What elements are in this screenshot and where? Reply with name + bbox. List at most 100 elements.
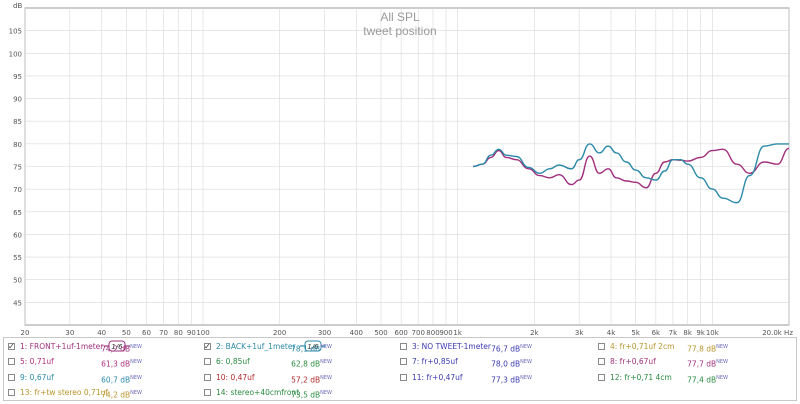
x-tick-label: 4k <box>607 329 616 337</box>
legend-label: 12: fr+0,71 4cm <box>610 373 672 382</box>
smoothing-badge[interactable]: 1/6 <box>299 340 327 353</box>
value-superscript: NEW <box>716 344 728 350</box>
x-tick-label: 6k <box>652 329 661 337</box>
legend-item[interactable]: 9: 0,67uf 60,7 dBNEW <box>8 370 198 386</box>
legend-value: 77,3 dBNEW <box>491 375 532 385</box>
x-tick-label: 60 <box>142 329 151 337</box>
y-tick-label: 90 <box>13 96 22 104</box>
legend-label: 3: NO TWEET-1meter <box>412 342 491 351</box>
legend-label: 6: 0,85uf <box>216 357 250 366</box>
y-tick-label: 80 <box>13 141 22 149</box>
y-axis-label: dB <box>13 2 22 10</box>
series-line <box>473 143 789 204</box>
legend-value: 74,2 dBNEW <box>101 390 142 400</box>
legend-item[interactable]: 11: fr+0,47uf 77,3 dBNEW <box>400 370 590 386</box>
value-superscript: NEW <box>520 344 532 350</box>
legend-value: 60,7 dBNEW <box>101 375 142 385</box>
x-tick-label: 300 <box>318 329 331 337</box>
legend-value: 77,4 dBNEW <box>687 375 728 385</box>
y-tick-label: 45 <box>13 299 22 307</box>
value-superscript: NEW <box>520 375 532 381</box>
legend-label: 1: FRONT+1uf-1meter <box>20 342 104 351</box>
x-tick-label: 50 <box>122 329 131 337</box>
legend-item[interactable]: 1: FRONT+1uf-1meter 1/674,2 dBNEW <box>8 339 198 355</box>
y-tick-label: 85 <box>13 118 22 126</box>
svg-text:1/6: 1/6 <box>111 343 123 351</box>
legend-checkbox[interactable] <box>400 343 407 350</box>
legend-value: 74,2 dBNEW <box>101 344 142 354</box>
legend-checkbox[interactable] <box>204 389 211 396</box>
legend-checkbox[interactable] <box>598 374 605 381</box>
x-tick-label: 3k <box>575 329 584 337</box>
y-tick-label: 105 <box>9 28 22 36</box>
x-tick-label: 90 <box>187 329 196 337</box>
y-tick-label: 100 <box>9 50 22 58</box>
legend-checkbox[interactable] <box>8 374 15 381</box>
x-tick-label: 30 <box>65 329 74 337</box>
legend-value: 57,2 dBNEW <box>291 375 332 385</box>
y-tick-labels: 45 50 55 60 65 70 75 80 85 90 95 100 105 <box>9 28 22 308</box>
legend-checkbox[interactable] <box>8 358 15 365</box>
smoothing-badge[interactable]: 1/6 <box>103 340 131 353</box>
legend-checkbox[interactable] <box>204 374 211 381</box>
legend-item[interactable]: 5: 0,71uf 61,3 dBNEW <box>8 354 198 370</box>
legend-value: 78,1 dBNEW <box>291 344 332 354</box>
x-tick-label: 9k <box>696 329 705 337</box>
chart-title: All SPL <box>380 10 420 24</box>
legend-checkbox[interactable] <box>204 339 211 355</box>
legend-label: 10: 0,47uf <box>216 373 255 382</box>
chart-subtitle: tweet position <box>363 24 436 38</box>
legend-item[interactable]: 3: NO TWEET-1meter 76,7 dBNEW <box>400 339 590 355</box>
legend-value: 76,7 dBNEW <box>491 344 532 354</box>
legend-checkbox[interactable] <box>204 358 211 365</box>
x-tick-label: 500 <box>374 329 387 337</box>
legend-checkbox[interactable] <box>598 343 605 350</box>
value-superscript: NEW <box>320 359 332 365</box>
series-line <box>473 147 790 189</box>
x-tick-label: 600 <box>394 329 407 337</box>
value-superscript: NEW <box>130 375 142 381</box>
legend-label: 4: fr+0,71uf 2cm <box>610 342 675 351</box>
y-tick-label: 60 <box>13 231 22 239</box>
x-tick-label: 700 <box>412 329 425 337</box>
legend-item[interactable]: 6: 0,85uf 62,8 dBNEW <box>204 354 394 370</box>
legend-item[interactable]: 8: fr+0,67uf 77,7 dBNEW <box>598 354 788 370</box>
x-tick-label: 20 <box>21 329 30 337</box>
svg-text:1/6: 1/6 <box>307 343 319 351</box>
legend-item[interactable]: 14: stereo+40cmfront 73,5 dBNEW <box>204 385 394 401</box>
legend-item[interactable]: 4: fr+0,71uf 2cm 77,8 dBNEW <box>598 339 788 355</box>
legend-value: 77,8 dBNEW <box>687 344 728 354</box>
value-superscript: NEW <box>320 390 332 396</box>
y-tick-label: 50 <box>13 277 22 285</box>
x-tick-label: 10k <box>706 329 720 337</box>
x-tick-label: 70 <box>159 329 168 337</box>
legend-checkbox[interactable] <box>8 389 15 396</box>
y-tick-label: 55 <box>13 254 22 262</box>
legend-label: 8: fr+0,67uf <box>610 357 656 366</box>
legend-item[interactable]: 10: 0,47uf 57,2 dBNEW <box>204 370 394 386</box>
legend-value: 78,0 dBNEW <box>491 359 532 369</box>
legend-checkbox[interactable] <box>400 374 407 381</box>
value-superscript: NEW <box>320 344 332 350</box>
x-tick-label: 100 <box>196 329 209 337</box>
legend-value: 77,7 dBNEW <box>687 359 728 369</box>
x-tick-label: 200 <box>273 329 286 337</box>
legend-item[interactable]: 7: fr+0,85uf 78,0 dBNEW <box>400 354 590 370</box>
spl-chart: 45 50 55 60 65 70 75 80 85 90 95 100 105 20 30 40 50 60 7… <box>9 2 794 337</box>
legend-checkbox[interactable] <box>598 358 605 365</box>
x-tick-label: 5k <box>631 329 640 337</box>
legend-item[interactable]: 2: BACK+1uf_1meter 1/678,1 dBNEW <box>204 339 394 355</box>
legend-item[interactable]: 12: fr+0,71 4cm 77,4 dBNEW <box>598 370 788 386</box>
legend-checkbox[interactable] <box>8 339 15 355</box>
x-tick-label: 400 <box>350 329 363 337</box>
x-tick-labels: 20 30 40 50 60 70 80 90 100 200 300 400 500 600 700 800… <box>21 329 794 337</box>
x-tick-label: 900 <box>439 329 452 337</box>
value-superscript: NEW <box>716 375 728 381</box>
legend-checkbox[interactable] <box>400 358 407 365</box>
legend-label: 9: 0,67uf <box>20 373 54 382</box>
value-superscript: NEW <box>320 375 332 381</box>
x-tick-label: 800 <box>426 329 439 337</box>
legend-item[interactable]: 13: fr+tw stereo 0,71uf 74,2 dBNEW <box>8 385 198 401</box>
legend-label: 2: BACK+1uf_1meter <box>216 342 296 351</box>
